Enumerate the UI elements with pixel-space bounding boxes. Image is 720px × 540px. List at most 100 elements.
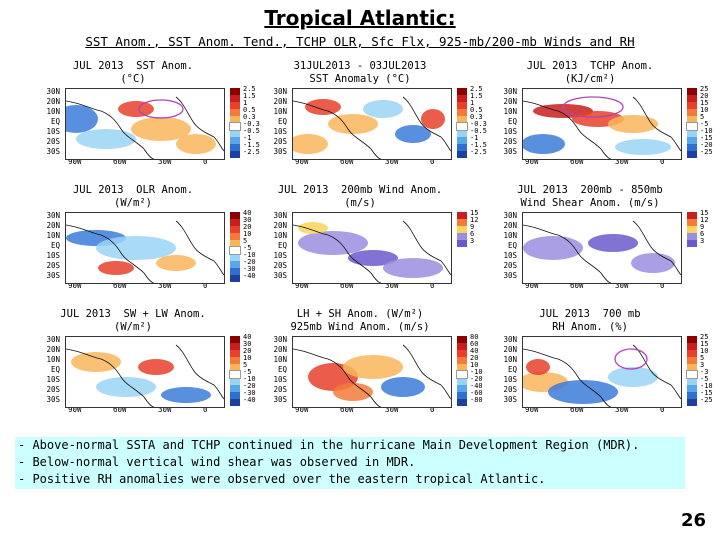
colorbar [456, 88, 468, 158]
colorbar-tick-label: 40 [470, 347, 479, 355]
latitude-label: 30S [273, 395, 287, 404]
anomaly-map [65, 88, 225, 160]
anomaly-map [292, 212, 452, 284]
latitude-label: 10N [46, 231, 60, 240]
anomaly-shading [333, 383, 373, 401]
colorbar-swatch [457, 102, 467, 109]
colorbar-ticks: 2.5 1.5 1 0.5 0.3 -0.3 -0.5 -1 -1.5 -2.5 [470, 86, 487, 156]
colorbar-tick-label: 3 [700, 361, 705, 369]
latitude-label: 10N [273, 107, 287, 116]
latitude-label: 10S [273, 375, 287, 384]
note-line-2: - Below-normal vertical wind shear was o… [18, 455, 416, 469]
longitude-label: 0 [660, 405, 665, 414]
colorbar-swatch [456, 122, 468, 131]
slide-title: Tropical Atlantic: [264, 6, 456, 30]
longitude-label: 60W [113, 281, 127, 290]
colorbar-swatch [457, 151, 467, 158]
latitude-label: 10S [503, 251, 517, 260]
latitude-label: 20N [503, 221, 517, 230]
colorbar-swatch [687, 88, 697, 95]
colorbar-swatch [230, 254, 240, 261]
mdr-highlight-circle [614, 348, 648, 370]
longitude-label: 60W [570, 281, 584, 290]
colorbar-ticks: 2.5 1.5 1 0.5 0.3 -0.3 -0.5 -1 -1.5 -2.5 [243, 86, 260, 156]
latitude-label: 20N [273, 221, 287, 230]
colorbar-swatch [687, 385, 697, 392]
latitude-label: 20S [273, 137, 287, 146]
latitude-label: 30N [273, 87, 287, 96]
colorbar-swatch [230, 392, 240, 399]
latitude-label: 10N [503, 231, 517, 240]
latitude-label: 30N [503, 87, 517, 96]
latitude-label: 20N [46, 97, 60, 106]
anomaly-shading [343, 355, 403, 379]
latitude-label: 30N [503, 335, 517, 344]
latitude-label: 20S [503, 385, 517, 394]
map-panel: JUL 2013 200mb Wind Anom. (m/s) 30N 20N 10N… [265, 184, 490, 290]
colorbar-tick-label: -40 [243, 396, 256, 404]
anomaly-shading [363, 100, 403, 118]
colorbar-swatch [230, 364, 240, 371]
panel-title: JUL 2013 TCHP Anom. (KJ/cm²) [526, 60, 654, 85]
anomaly-shading [526, 359, 550, 375]
map-panel: JUL 2013 200mb - 850mb Wind Shear Anom. … [495, 184, 720, 290]
longitude-label: 0 [203, 405, 208, 414]
latitude-label: 10S [273, 127, 287, 136]
colorbar-tick-label: -80 [470, 396, 483, 404]
note-line-3: - Positive RH anomalies were observed ov… [18, 472, 546, 486]
longitude-label: 0 [203, 281, 208, 290]
panel-title: JUL 2013 200mb - 850mb Wind Shear Anom. … [517, 184, 663, 209]
colorbar-swatch [229, 370, 241, 379]
latitude-label: 20N [273, 97, 287, 106]
colorbar-ticks: 40 30 20 10 5 -5 -10 -20 -30 -40 [243, 334, 256, 404]
latitude-label: 30S [46, 395, 60, 404]
longitude-label: 30W [615, 281, 629, 290]
coastline [66, 344, 224, 407]
coastline [66, 220, 224, 283]
anomaly-shading [348, 250, 398, 266]
latitude-label: 30S [503, 147, 517, 156]
colorbar-swatch [230, 144, 240, 151]
panel-title: LH + SH Anom. (W/m²) 925mb Wind Anom. (m… [290, 308, 430, 333]
longitude-label: 30W [385, 405, 399, 414]
colorbar [456, 336, 468, 406]
colorbar-swatch [457, 343, 467, 350]
colorbar-tick-label: 5 [700, 113, 705, 121]
colorbar-tick-label: -0.5 [243, 127, 260, 135]
latitude-label: 10S [503, 375, 517, 384]
colorbar-swatch [230, 357, 240, 364]
longitude-label: 90W [525, 157, 539, 166]
colorbar-tick-label: -10 [700, 127, 713, 135]
longitude-label: 30W [158, 281, 172, 290]
colorbar [687, 212, 697, 247]
colorbar-tick-label: 6 [470, 230, 475, 238]
latitude-label: 30N [503, 211, 517, 220]
colorbar [686, 336, 698, 406]
colorbar-swatch [457, 95, 467, 102]
panel-title: JUL 2013 200mb Wind Anom. (m/s) [277, 184, 443, 209]
longitude-label: 60W [570, 405, 584, 414]
longitude-label: 90W [295, 281, 309, 290]
map-panel: 31JUL2013 - 03JUL2013 SST Anomaly (°C) 30… [265, 60, 490, 166]
slide-subtitle: SST Anom., SST Anom. Tend., TCHP OLR, Sf… [85, 34, 635, 49]
colorbar-swatch [687, 102, 697, 109]
map-panel: JUL 2013 700 mb RH Anom. (%) 30N 20N 10N EQ 1… [495, 308, 720, 414]
longitude-label: 0 [203, 157, 208, 166]
coastline [523, 96, 681, 159]
panel-title: 31JUL2013 - 03JUL2013 SST Anomaly (°C) [293, 60, 427, 85]
colorbar-tick-label: 30 [243, 216, 252, 224]
colorbar-tick-label: 10 [470, 361, 479, 369]
colorbar-swatch [456, 370, 468, 379]
colorbar-tick-label: -0.3 [243, 120, 260, 128]
latitude-label: 30S [273, 147, 287, 156]
colorbar-swatch [687, 95, 697, 102]
anomaly-shading [615, 139, 671, 155]
latitude-label: 20S [503, 261, 517, 270]
colorbar-tick-label: -10 [470, 368, 483, 376]
colorbar [457, 212, 467, 247]
colorbar-swatch [457, 88, 467, 95]
colorbar-tick-label: 1.5 [243, 92, 256, 100]
latitude-label: 30S [273, 271, 287, 280]
colorbar-ticks: 80 60 40 20 10 -10 -20 -40 -60 -80 [470, 334, 483, 404]
colorbar-tick-label: 2.5 [470, 85, 483, 93]
